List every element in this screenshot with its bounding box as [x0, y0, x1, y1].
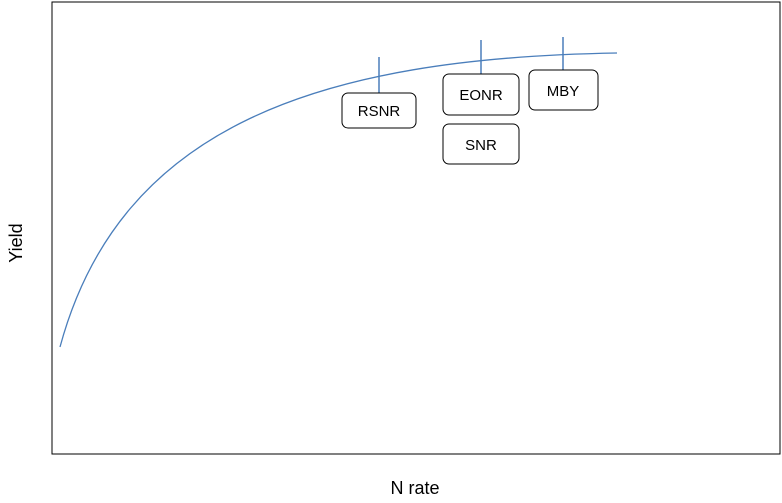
eonr-label-box: EONR: [442, 73, 520, 116]
rsnr-box: [341, 92, 417, 129]
x-axis-title: N rate: [390, 478, 439, 498]
snr-box: [442, 123, 520, 165]
mby-label-box: MBY: [528, 69, 599, 111]
snr-label: SNR: [465, 137, 497, 154]
eonr-box: [442, 73, 520, 116]
y-axis-title: Yield: [6, 223, 26, 262]
eonr-label: EONR: [459, 87, 503, 104]
mby-label: MBY: [547, 83, 580, 100]
plot-area-frame: [51, 1, 781, 455]
mby-box: [528, 69, 599, 111]
rsnr-label: RSNR: [358, 103, 401, 120]
rsnr-label-box: RSNR: [341, 92, 417, 129]
yield-response-curve: [59, 52, 618, 348]
snr-label-box: SNR: [442, 123, 520, 165]
